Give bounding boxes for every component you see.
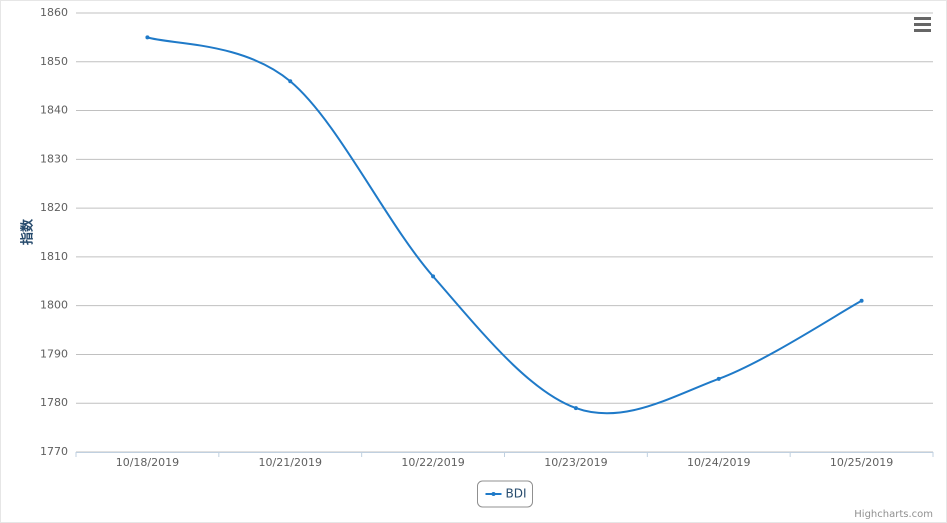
y-tick-label: 1790 [40,347,68,360]
point-marker [145,35,150,40]
menu-bar [914,29,931,32]
menu-bar [914,17,931,20]
y-tick-label: 1810 [40,250,68,263]
point-marker [288,79,293,84]
point-marker [859,298,864,303]
x-tick-label: 10/22/2019 [401,456,464,469]
legend[interactable]: BDI [477,480,533,508]
y-tick-label: 1830 [40,152,68,165]
x-tick-label: 10/21/2019 [259,456,322,469]
x-tick-label: 10/18/2019 [116,456,179,469]
y-tick-label: 1770 [40,445,68,458]
y-tick-label: 1850 [40,55,68,68]
legend-marker [491,492,496,496]
y-tick-label: 1820 [40,201,68,214]
y-tick-label: 1860 [40,6,68,19]
x-tick-label: 10/23/2019 [544,456,607,469]
point-marker [431,274,436,279]
menu-bar [914,23,931,26]
series-line [147,36,863,415]
credits[interactable]: Highcharts.com [854,509,933,520]
point-marker [716,376,721,381]
x-tick-label: 10/24/2019 [687,456,750,469]
y-tick-label: 1840 [40,104,68,117]
point-marker [573,406,578,411]
y-axis-title: 指数 [20,218,36,245]
legend-label[interactable]: BDI [506,487,527,501]
legend-box [477,480,533,508]
y-tick-label: 1800 [40,299,68,312]
y-tick-label: 1780 [40,396,68,409]
x-tick-label: 10/25/2019 [830,456,893,469]
menu-button[interactable] [914,17,931,32]
